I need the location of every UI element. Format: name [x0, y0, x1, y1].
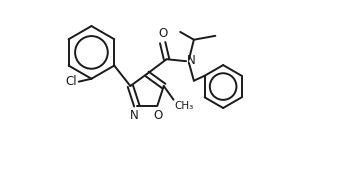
Text: N: N — [187, 54, 196, 67]
Text: O: O — [158, 27, 167, 40]
Text: Cl: Cl — [65, 75, 77, 88]
Text: CH₃: CH₃ — [174, 101, 194, 111]
Text: O: O — [154, 109, 163, 122]
Text: N: N — [130, 109, 139, 122]
